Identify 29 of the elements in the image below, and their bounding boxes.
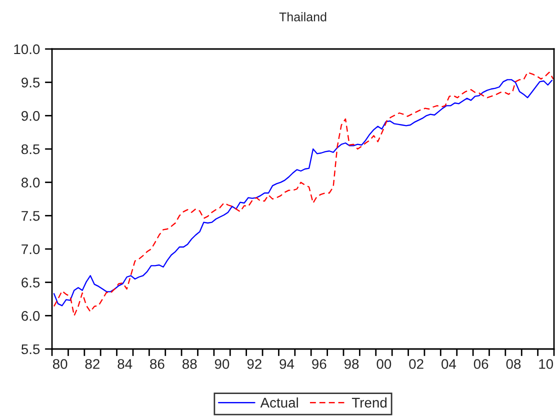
x-tick-label: 08 [506, 359, 521, 369]
y-tick-label: 9.5 [22, 78, 40, 88]
x-tick-label: 80 [52, 359, 68, 369]
chart-title: Thailand [279, 12, 326, 22]
x-tick-label: 90 [214, 359, 230, 369]
y-tick-label: 6.5 [22, 278, 40, 288]
x-tick-label: 02 [409, 359, 424, 369]
y-tick-label: 5.5 [21, 344, 40, 354]
legend-label: Trend [352, 397, 387, 408]
x-tick-label: 04 [442, 359, 456, 369]
y-tick-label: 9.0 [22, 111, 40, 121]
x-tick-label: 82 [85, 359, 100, 369]
x-tick-label: 06 [474, 359, 488, 369]
x-tick-label: 88 [182, 359, 197, 369]
y-tick-label: 6.0 [22, 311, 40, 321]
x-tick-label: 86 [150, 359, 164, 369]
x-tick-label: 98 [344, 359, 359, 369]
x-tick-label: 94 [280, 359, 294, 369]
y-tick-label: 8.5 [21, 144, 40, 154]
y-tick-label: 7.0 [22, 244, 40, 254]
x-tick-label: 10 [539, 359, 554, 369]
x-tick-label: 96 [312, 359, 326, 369]
x-tick-label: 84 [118, 359, 132, 369]
y-tick-label: 10.0 [14, 44, 40, 54]
x-tick-label: 92 [247, 359, 262, 369]
y-tick-label: 8.0 [21, 178, 40, 188]
legend-label: Actual [260, 397, 298, 408]
y-tick-label: 7.5 [22, 211, 40, 221]
x-tick-label: 00 [376, 359, 392, 369]
